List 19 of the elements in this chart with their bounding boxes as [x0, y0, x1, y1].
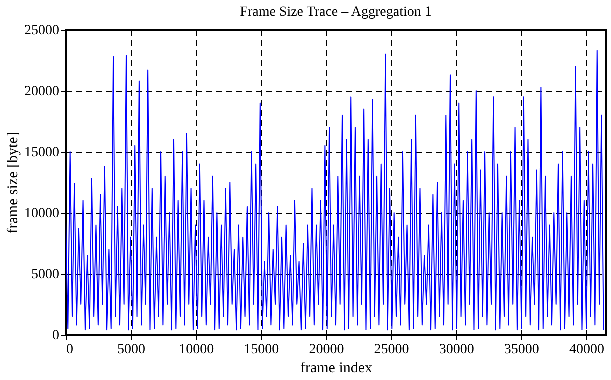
- x-axis-title: frame index: [300, 360, 374, 376]
- x-tick-label: 35000: [504, 342, 540, 358]
- x-tick-label: 15000: [244, 342, 280, 358]
- x-tick-label: 5000: [118, 342, 146, 358]
- y-tick-label: 20000: [24, 84, 60, 100]
- x-tick-label: 25000: [374, 342, 410, 358]
- chart-title: Frame Size Trace – Aggregation 1: [240, 5, 432, 20]
- y-tick-label: 25000: [24, 24, 60, 38]
- line-series: [66, 50, 604, 331]
- y-axis-title: frame size [byte]: [6, 132, 22, 234]
- y-tick-label: 10000: [24, 206, 60, 222]
- x-tick-label: 40000: [569, 342, 604, 358]
- y-tick-label: 0: [52, 328, 60, 344]
- x-tick-label: 20000: [309, 342, 344, 358]
- x-tick-label: 0: [66, 342, 74, 358]
- y-tick-label: 15000: [24, 146, 60, 160]
- x-tick-label: 30000: [439, 342, 474, 358]
- x-tick-label: 10000: [179, 342, 214, 358]
- y-tick-label: 5000: [32, 268, 60, 282]
